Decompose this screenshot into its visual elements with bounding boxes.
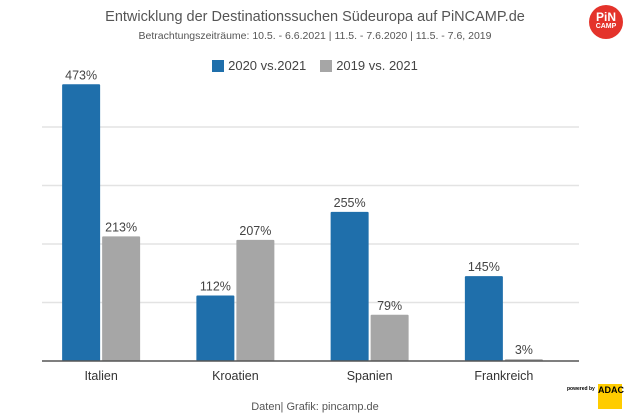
legend-swatch-series1: [212, 59, 225, 72]
chart-subtitle: Betrachtungszeiträume: 10.5. - 6.6.2021 …: [138, 30, 492, 42]
data-label: 207%: [239, 224, 271, 238]
legend-label-series2: 2019 vs. 2021: [336, 58, 418, 73]
legend-item-series2: 2019 vs. 2021: [320, 58, 418, 73]
bar-series1: [62, 84, 101, 362]
legend: 2020 vs.2021 2019 vs. 2021: [0, 58, 630, 73]
pincamp-logo: PiN CAMP: [589, 5, 623, 39]
legend-swatch-series2: [320, 59, 333, 72]
bar-series2: [102, 236, 141, 361]
legend-label-series1: 2020 vs.2021: [228, 58, 307, 73]
logo-line1: PiN: [595, 10, 616, 24]
data-label: 145%: [468, 260, 500, 274]
chart-title: Entwicklung der Destinationssuchen Südeu…: [105, 9, 525, 25]
data-label: 3%: [515, 343, 533, 357]
bar-series1: [330, 211, 369, 361]
data-label: 112%: [200, 279, 231, 293]
bar-series2: [370, 314, 409, 361]
category-label: Kroatien: [212, 369, 259, 383]
logo-line2: CAMP: [595, 23, 617, 30]
adac-logo: ADAC: [598, 384, 624, 409]
data-label: 79%: [377, 299, 402, 313]
data-label: 473%: [65, 68, 97, 82]
legend-item-series1: 2020 vs.2021: [212, 58, 306, 73]
bar-series1: [196, 295, 235, 361]
category-label: Spanien: [347, 369, 393, 383]
bar-series1: [464, 276, 503, 361]
powered-by-label: powered by: [567, 386, 595, 392]
category-label: Frankreich: [474, 369, 533, 383]
data-label: 213%: [105, 220, 137, 234]
data-label: 255%: [334, 196, 366, 210]
bar-series2: [236, 239, 275, 361]
source-note: Daten| Grafik: pincamp.de: [251, 401, 379, 413]
category-label: Italien: [84, 369, 117, 383]
